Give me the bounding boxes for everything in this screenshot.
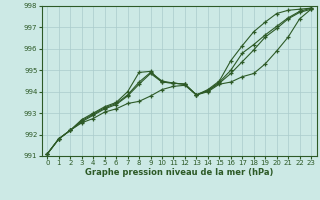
X-axis label: Graphe pression niveau de la mer (hPa): Graphe pression niveau de la mer (hPa) (85, 168, 273, 177)
